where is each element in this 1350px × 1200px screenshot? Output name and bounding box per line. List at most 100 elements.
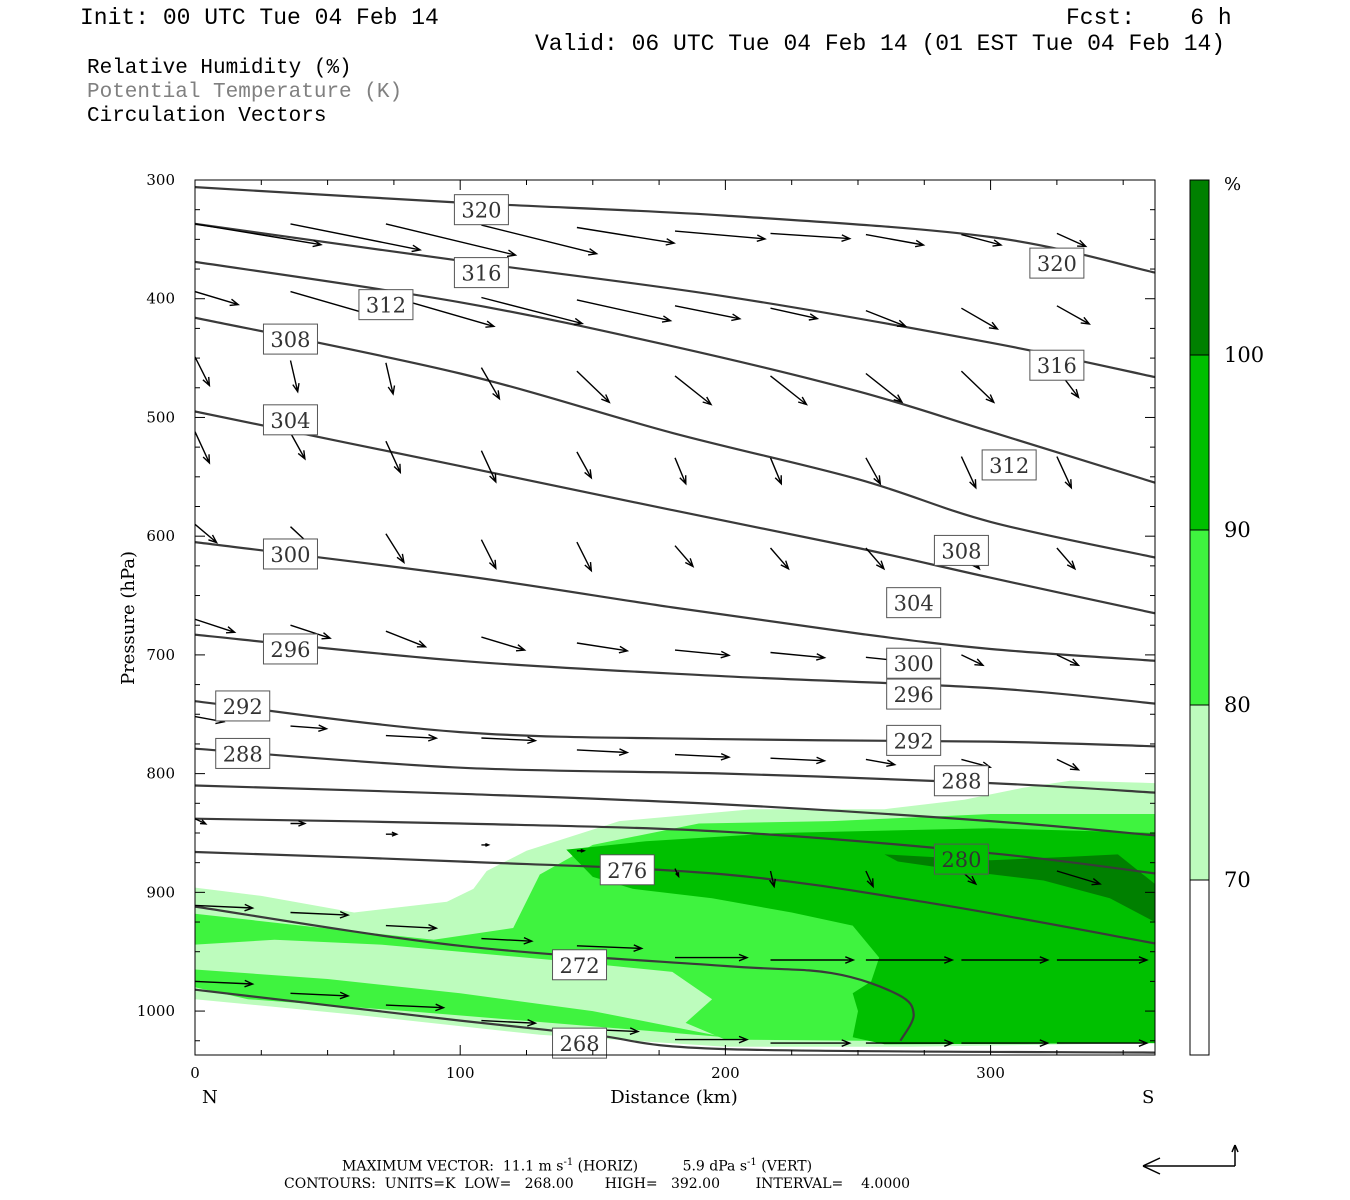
circulation-vector bbox=[961, 1039, 1050, 1047]
circulation-vector bbox=[865, 309, 908, 327]
y-axis-label: Pressure (hPa) bbox=[118, 551, 139, 685]
reference-vector-icon bbox=[1142, 1144, 1239, 1175]
max-horiz-exp: -1 bbox=[563, 1157, 574, 1168]
circulation-vector bbox=[865, 956, 955, 964]
circulation-vector bbox=[195, 223, 323, 248]
isentrope-316 bbox=[195, 222, 1155, 379]
contour-label-box bbox=[453, 257, 509, 289]
circulation-vector bbox=[769, 870, 776, 889]
circulation-vector bbox=[674, 868, 680, 879]
contour-label: 292 bbox=[894, 729, 934, 753]
circulation-vector bbox=[385, 440, 402, 475]
contour-label: 312 bbox=[989, 454, 1029, 478]
circulation-vector bbox=[290, 910, 350, 919]
circulation-vector bbox=[674, 649, 731, 659]
y-tick-label: 300 bbox=[146, 171, 175, 189]
circulation-vector bbox=[1056, 232, 1088, 248]
contour-label: 300 bbox=[894, 652, 934, 676]
circulation-vector bbox=[480, 367, 501, 401]
circulation-vector bbox=[769, 457, 783, 486]
north-label: N bbox=[202, 1087, 218, 1108]
contour-label: 272 bbox=[559, 954, 599, 978]
contour-label-box bbox=[981, 449, 1037, 481]
circulation-vector bbox=[290, 820, 307, 827]
circulation-vector bbox=[1056, 456, 1073, 490]
x-axis-label: Distance (km) bbox=[610, 1087, 737, 1108]
colorbar-label: 100 bbox=[1224, 343, 1264, 367]
circulation-vector bbox=[769, 547, 790, 571]
colorbar-segment bbox=[1190, 180, 1209, 355]
rh-region-100 bbox=[884, 854, 1155, 922]
circulation-vector bbox=[290, 624, 332, 640]
contour-label: 308 bbox=[270, 328, 310, 352]
circulation-vector bbox=[770, 232, 852, 242]
contour-label-box bbox=[886, 647, 942, 679]
rh-shading bbox=[195, 780, 1155, 1047]
circulation-vector bbox=[1056, 1039, 1149, 1047]
max-vector-label: MAXIMUM VECTOR: bbox=[342, 1158, 494, 1175]
circulation-vector bbox=[865, 1039, 955, 1047]
circulation-vector bbox=[961, 654, 985, 667]
contour-label-box bbox=[215, 690, 271, 722]
circulation-vector bbox=[195, 431, 211, 465]
isentrope-308 bbox=[195, 316, 1155, 559]
x-tick-label: 0 bbox=[190, 1064, 200, 1082]
circulation-vector bbox=[576, 848, 587, 853]
circulation-vector bbox=[195, 979, 255, 988]
colorbar-unit: % bbox=[1224, 174, 1241, 195]
circulation-vector bbox=[385, 733, 439, 742]
circulation-vector bbox=[481, 636, 527, 652]
contour-label-box bbox=[358, 289, 414, 321]
isentrope-300 bbox=[195, 541, 1155, 662]
contour-label: 308 bbox=[941, 539, 981, 563]
circulation-vector bbox=[195, 903, 255, 912]
x-tick-label: 200 bbox=[711, 1064, 740, 1082]
isentropes bbox=[195, 186, 1155, 1054]
circulation-vector bbox=[961, 956, 1050, 964]
circulation-vector bbox=[1056, 758, 1081, 771]
circulation-vector bbox=[770, 307, 820, 321]
circulation-vector bbox=[674, 457, 687, 486]
circulation-vector bbox=[576, 944, 644, 952]
contour-label-box bbox=[262, 323, 318, 355]
circulation-vector bbox=[674, 230, 767, 242]
circulation-vector bbox=[576, 451, 593, 480]
legend-rh: Relative Humidity (%) bbox=[87, 57, 352, 80]
contour-label-box bbox=[552, 1027, 608, 1059]
contour-label-box bbox=[599, 854, 655, 886]
circulation-vectors bbox=[195, 223, 1149, 1047]
contour-label: 320 bbox=[461, 199, 501, 223]
contour-label-box bbox=[262, 633, 318, 665]
circulation-vector bbox=[481, 224, 599, 256]
circulation-vector bbox=[1056, 547, 1077, 571]
contour-label-box bbox=[886, 724, 942, 756]
south-label: S bbox=[1142, 1087, 1154, 1108]
contour-label-box bbox=[552, 949, 608, 981]
contour-label: 280 bbox=[941, 848, 981, 872]
isentrope-276 bbox=[195, 850, 1155, 945]
contour-label-box bbox=[886, 587, 942, 619]
contour-label: 312 bbox=[366, 294, 406, 318]
circulation-vector bbox=[385, 630, 428, 648]
circulation-vector bbox=[675, 1035, 749, 1044]
colorbar-segment bbox=[1190, 880, 1209, 1055]
circulation-vector bbox=[961, 307, 1000, 330]
contour-label: 288 bbox=[941, 770, 981, 794]
isentrope-320 bbox=[195, 186, 1155, 274]
circulation-vector bbox=[960, 370, 996, 404]
legend-vectors: Circulation Vectors bbox=[87, 105, 327, 128]
circulation-vector bbox=[770, 375, 808, 406]
y-tick-label: 500 bbox=[146, 408, 175, 426]
circulation-vector bbox=[576, 541, 593, 573]
max-horiz-value: 11.1 m s bbox=[502, 1158, 564, 1175]
y-tick-label: 400 bbox=[146, 290, 175, 308]
circulation-vector bbox=[770, 1039, 852, 1047]
circulation-vector bbox=[195, 290, 240, 307]
circulation-vector bbox=[576, 748, 630, 756]
colorbar-frame bbox=[1189, 179, 1210, 1056]
contour-label: 292 bbox=[223, 695, 263, 719]
contour-label-box bbox=[262, 404, 318, 436]
contour-label-box bbox=[262, 538, 318, 570]
plot-frame bbox=[194, 179, 1156, 1056]
rh-region-90 bbox=[566, 828, 1155, 1045]
